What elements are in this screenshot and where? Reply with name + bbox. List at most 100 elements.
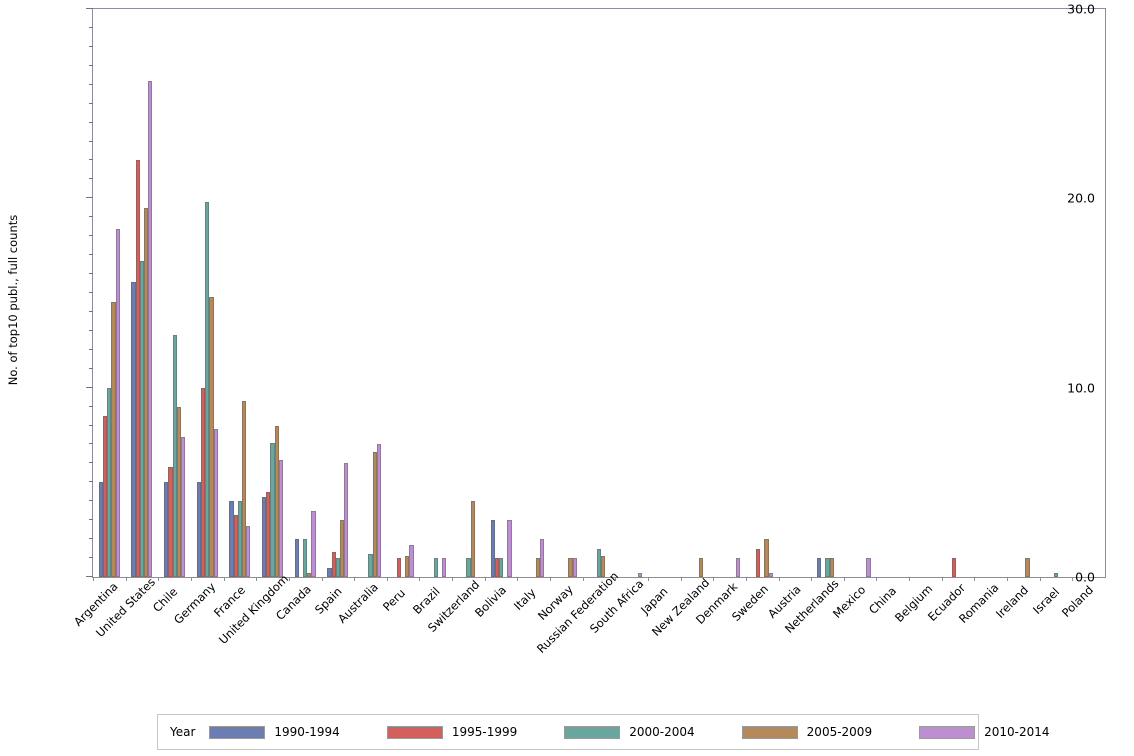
y-axis-major-tick xyxy=(86,8,93,9)
bar xyxy=(507,520,512,577)
legend-title: Year xyxy=(170,725,196,739)
legend-swatch xyxy=(564,725,621,739)
x-axis-tick-label-text: Israel xyxy=(1030,584,1063,617)
x-axis-tick xyxy=(615,577,617,581)
y-axis-minor-tick xyxy=(89,273,93,275)
legend-label: 1995-1999 xyxy=(451,725,518,739)
bar xyxy=(111,302,116,577)
bar xyxy=(242,400,247,577)
legend-swatch xyxy=(209,725,266,739)
bar xyxy=(601,556,606,577)
bar xyxy=(535,558,540,577)
x-axis-tick xyxy=(452,577,454,581)
bar xyxy=(307,573,312,577)
y-axis-minor-tick xyxy=(89,405,93,407)
bar xyxy=(951,558,956,577)
x-axis-tick xyxy=(550,577,552,581)
x-axis-tick-label-text: Peru xyxy=(380,585,409,614)
x-axis-tick-labels: Argentina United States Chile Germany France… xyxy=(71,568,1106,690)
bar xyxy=(331,552,336,577)
x-axis-tick xyxy=(158,577,160,581)
bar xyxy=(266,491,271,577)
x-axis-tick-label: United States xyxy=(93,575,158,640)
y-axis-minor-tick xyxy=(89,159,93,161)
bar xyxy=(131,281,136,577)
bar xyxy=(107,387,112,577)
y-axis-minor-tick xyxy=(89,292,93,293)
bar xyxy=(229,501,234,577)
x-axis-tick xyxy=(941,577,943,581)
y-axis-minor-tick xyxy=(89,557,93,559)
bar xyxy=(764,539,769,577)
bar xyxy=(825,558,830,577)
bar xyxy=(637,573,643,577)
y-axis-major-tick xyxy=(86,197,93,199)
x-axis-tick xyxy=(909,577,911,581)
bar xyxy=(433,558,438,577)
y-axis-minor-tick xyxy=(89,102,93,104)
y-axis-minor-tick xyxy=(89,140,93,142)
x-axis-tick xyxy=(484,577,486,581)
bar xyxy=(339,520,345,577)
y-axis-tick-label: 30.0 xyxy=(1067,1,1095,17)
x-axis-tick-label-text: Italy xyxy=(511,585,539,614)
x-axis-tick xyxy=(843,577,845,581)
x-axis-tick xyxy=(713,577,715,581)
y-axis-minor-tick xyxy=(89,443,93,445)
x-axis-tick-label: Australia xyxy=(335,580,381,626)
x-axis-tick xyxy=(223,577,225,581)
y-axis-minor-tick xyxy=(89,235,93,237)
x-axis-tick-label: Israel xyxy=(1030,584,1062,616)
x-axis-tick xyxy=(517,577,519,581)
bar xyxy=(135,160,140,577)
y-axis-minor-tick xyxy=(89,538,93,540)
y-axis-minor-tick xyxy=(89,64,93,66)
bar xyxy=(115,228,120,577)
x-axis-tick-label: Poland xyxy=(1059,583,1096,620)
bar xyxy=(498,558,504,577)
bar xyxy=(200,387,206,577)
legend-item[interactable]: 2000-2004 xyxy=(564,725,735,739)
plot-area: 0.0 10.0 20.0 30.0 xyxy=(86,2,1106,585)
legend-swatch xyxy=(919,725,976,739)
bar xyxy=(829,558,834,577)
bar xyxy=(327,567,332,577)
legend-label: 2010-2014 xyxy=(984,725,1050,739)
y-axis-major-tick xyxy=(86,576,93,577)
x-axis-tick-label: Peru xyxy=(380,586,408,614)
legend-item[interactable]: 2005-2009 xyxy=(741,725,913,739)
x-axis-tick xyxy=(288,577,290,581)
x-axis-tick xyxy=(125,577,127,581)
x-axis-tick xyxy=(582,577,584,581)
bar xyxy=(372,452,377,577)
legend-label: 2000-2004 xyxy=(629,725,695,739)
x-axis-tick-label-text: United States xyxy=(93,574,158,640)
legend-label: 1990-1994 xyxy=(274,725,340,739)
legend-item[interactable]: 1995-1999 xyxy=(386,725,558,739)
bar xyxy=(817,558,822,577)
y-axis-minor-tick xyxy=(89,83,93,85)
bar xyxy=(396,558,402,577)
bar xyxy=(344,463,349,577)
bar xyxy=(196,482,201,577)
x-axis-tick-label: Italy xyxy=(511,586,539,614)
x-axis-tick xyxy=(876,577,878,581)
x-axis-tick-label-text: Germany xyxy=(170,580,219,628)
bar xyxy=(376,444,381,577)
bar xyxy=(172,334,177,577)
x-axis-tick xyxy=(1007,577,1009,581)
bar xyxy=(699,558,704,577)
x-axis-tick xyxy=(190,577,192,581)
legend-item[interactable]: 1990-1994 xyxy=(209,725,380,739)
bar xyxy=(311,510,316,577)
y-axis-minor-tick xyxy=(89,500,93,502)
x-axis-tick xyxy=(745,577,747,581)
bar xyxy=(409,544,414,577)
legend-item[interactable]: 2010-2014 xyxy=(919,725,1050,739)
bar xyxy=(278,459,284,577)
x-axis-tick xyxy=(778,577,780,581)
bar xyxy=(168,467,173,577)
bar xyxy=(1053,573,1059,577)
legend-label: 2005-2009 xyxy=(806,725,873,739)
